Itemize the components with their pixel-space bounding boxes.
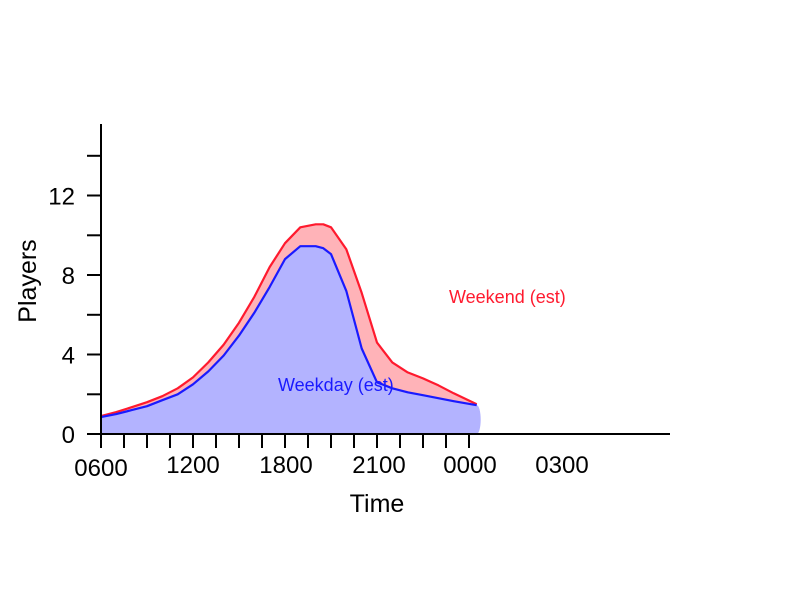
series-label-weekday: Weekday (est)	[278, 375, 394, 395]
x-tick-label: 0600	[74, 455, 127, 482]
y-tick-label: 8	[62, 263, 75, 290]
y-tick-label: 0	[62, 422, 75, 449]
y-axis-title: Players	[14, 239, 42, 322]
x-tick-label: 1800	[259, 452, 312, 479]
series-line-weekday	[100, 245, 477, 419]
y-axis: 0 4 8 12	[48, 124, 102, 449]
area-fill-cap	[472, 405, 481, 434]
x-axis: 0600 1200 1800 2100 0000 0300	[74, 433, 670, 482]
y-tick-label: 12	[48, 184, 75, 211]
series-label-weekend: Weekend (est)	[449, 287, 566, 307]
x-axis-title: Time	[350, 490, 405, 518]
y-tick-label: 4	[62, 343, 75, 370]
x-tick-label: 0000	[443, 452, 496, 479]
plot-lines	[100, 223, 478, 419]
area-fill-weekday	[101, 246, 477, 434]
x-tick-label: 1200	[166, 452, 219, 479]
x-tick-label: 2100	[352, 452, 405, 479]
series-line-weekend	[100, 223, 478, 418]
x-tick-label: 0300	[535, 452, 588, 479]
